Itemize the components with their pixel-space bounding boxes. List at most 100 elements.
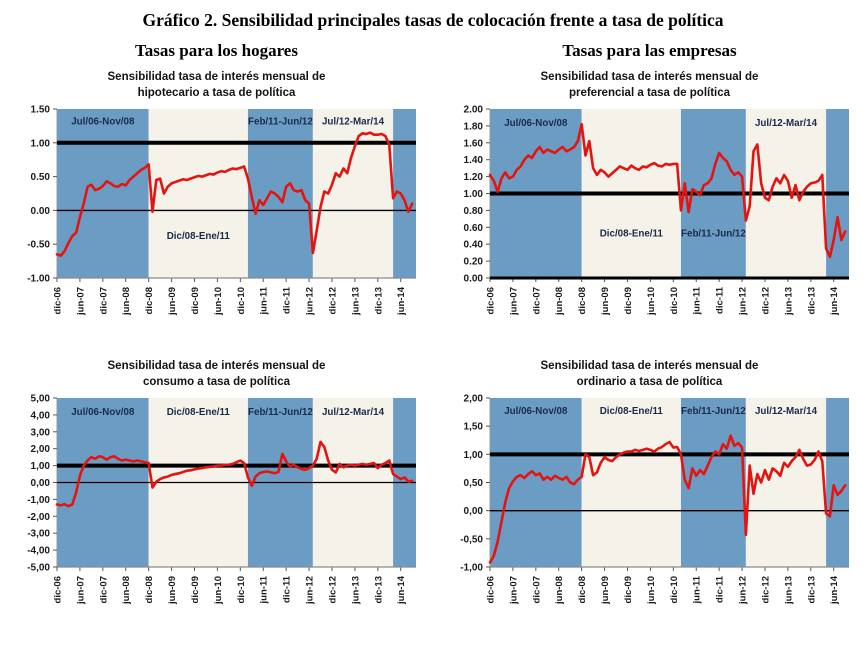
band-label: Jul/06-Nov/08 <box>71 117 135 128</box>
x-tick-label: dic-10 <box>235 576 246 603</box>
x-tick-label: dic-13 <box>373 576 384 603</box>
x-tick-label: dic-07 <box>98 287 109 314</box>
period-band-blue <box>825 398 849 568</box>
x-tick-label: jun-12 <box>304 287 315 316</box>
band-label: Feb/11-Jun/12 <box>681 406 746 417</box>
y-tick-label: -1.00 <box>27 274 50 285</box>
chart-svg-preferencial: 2.00 1.80 1.60 1.40 1.20 1.00 0.80 0.60 0.40 0.20… <box>463 105 849 316</box>
x-tick-label: jun-10 <box>212 576 223 605</box>
y-tick-label: 1.00 <box>463 189 483 200</box>
y-tick-label: 1.40 <box>463 155 483 166</box>
x-tick-label: dic-13 <box>373 287 384 314</box>
band-label: Dic/08-Ene/11 <box>599 229 663 240</box>
y-tick-label: -2,00 <box>27 512 50 523</box>
band-label: Jul/12-Mar/14 <box>754 118 817 129</box>
y-tick-label: 2,00 <box>30 445 50 456</box>
x-tick-label: jun-07 <box>508 287 519 316</box>
x-tick-label: dic-09 <box>622 287 633 314</box>
x-tick-label: dic-07 <box>531 287 542 314</box>
band-label: Jul/12-Mar/14 <box>321 117 384 128</box>
x-tick-label: dic-07 <box>98 576 109 603</box>
x-tick-label: dic-06 <box>485 287 496 314</box>
band-label: Jul/06-Nov/08 <box>71 407 135 418</box>
band-label: Jul/06-Nov/08 <box>504 118 568 129</box>
chart-plot-consumo: 5,00 4,00 3,00 2,00 1,00 0,00 -1,00 -2,00 -3,00 -… <box>11 391 423 631</box>
band-label: Dic/08-Ene/11 <box>166 231 230 242</box>
x-tick-label: jun-08 <box>121 287 132 316</box>
x-tick-label: dic-10 <box>235 287 246 314</box>
period-band-blue <box>56 109 149 279</box>
sensitivity-line <box>488 434 846 565</box>
x-tick-label: jun-12 <box>737 287 748 316</box>
band-label: Dic/08-Ene/11 <box>599 406 663 417</box>
x-tick-label: dic-11 <box>714 576 725 604</box>
x-tick-label: dic-11 <box>281 286 292 314</box>
y-tick-label: 0,00 <box>30 478 50 489</box>
x-tick-label: dic-09 <box>189 287 200 314</box>
band-label: Feb/11-Jun/12 <box>248 117 313 128</box>
chart-hipotecario: Sensibilidad tasa de interés mensual de … <box>0 69 433 342</box>
x-tick-label: dic-08 <box>144 576 155 603</box>
x-tick-label: jun-14 <box>396 286 407 316</box>
chart-preferencial: Sensibilidad tasa de interés mensual de … <box>433 69 866 342</box>
chart-plot-ordinario: 2,00 1,50 1,00 0,50 0,00 -0,50 -1,00 dic-06 jun-… <box>444 391 856 631</box>
x-tick-label: jun-11 <box>258 286 269 315</box>
x-tick-label: jun-08 <box>554 576 565 605</box>
chart-svg-consumo: 5,00 4,00 3,00 2,00 1,00 0,00 -1,00 -2,00 -3,00 -… <box>27 394 416 606</box>
y-tick-label: 4,00 <box>30 411 50 422</box>
y-tick-label: -4,00 <box>27 546 50 557</box>
y-tick-label: -3,00 <box>27 529 50 540</box>
period-band-ivory <box>581 398 681 568</box>
y-tick-label: -1,00 <box>27 495 50 506</box>
x-tick-label: dic-11 <box>281 576 292 604</box>
y-tick-label: 5,00 <box>30 394 50 405</box>
x-tick-label: jun-11 <box>691 286 702 315</box>
y-tick-label: 3,00 <box>30 428 50 439</box>
y-tick-label: 0.50 <box>30 172 50 183</box>
chart-ordinario: Sensibilidad tasa de interés mensual de … <box>433 358 866 631</box>
y-tick-label: 0,00 <box>463 507 483 518</box>
y-tick-label: 1.00 <box>30 138 50 149</box>
sensitivity-line <box>55 131 413 258</box>
y-tick-label: -0,50 <box>460 535 483 546</box>
x-tick-label: jun-11 <box>691 576 702 605</box>
chart-plot-preferencial: 2.00 1.80 1.60 1.40 1.20 1.00 0.80 0.60 0.40 0.20… <box>444 102 856 342</box>
band-label: Jul/06-Nov/08 <box>504 406 568 417</box>
chart-title-preferencial: Sensibilidad tasa de interés mensual de … <box>540 71 759 100</box>
sensitivity-line <box>488 123 846 259</box>
x-tick-label: dic-09 <box>189 576 200 603</box>
y-tick-label: -1,00 <box>460 563 483 574</box>
x-tick-label: jun-13 <box>350 287 361 316</box>
x-tick-label: jun-14 <box>396 576 407 606</box>
y-tick-label: 0.00 <box>463 274 483 285</box>
y-tick-label: 1.60 <box>463 138 483 149</box>
y-tick-label: 1.20 <box>463 172 483 183</box>
x-tick-label: dic-12 <box>760 287 771 314</box>
band-label: Feb/11-Jun/12 <box>248 407 313 418</box>
page-title: Gráfico 2. Sensibilidad principales tasa… <box>142 10 724 30</box>
y-tick-label: 0.20 <box>463 257 483 268</box>
x-tick-label: dic-08 <box>577 287 588 314</box>
x-tick-label: jun-10 <box>645 287 656 316</box>
y-tick-label: 0.60 <box>463 223 483 234</box>
y-tick-label: 1.50 <box>30 105 50 116</box>
y-tick-label: 1,50 <box>463 422 483 433</box>
x-tick-label: dic-07 <box>531 576 542 603</box>
x-tick-label: dic-12 <box>327 576 338 603</box>
x-tick-label: dic-10 <box>668 287 679 314</box>
y-tick-label: 2.00 <box>463 105 483 116</box>
x-tick-label: jun-14 <box>829 286 840 316</box>
period-band-blue <box>680 398 746 568</box>
band-label: Dic/08-Ene/11 <box>166 407 230 418</box>
x-tick-label: jun-09 <box>600 287 611 316</box>
x-tick-label: jun-10 <box>212 287 223 316</box>
sensitivity-line <box>55 441 413 508</box>
x-tick-label: jun-09 <box>167 287 178 316</box>
band-label: Jul/12-Mar/14 <box>321 407 384 418</box>
x-tick-label: jun-08 <box>554 287 565 316</box>
x-tick-label: jun-10 <box>645 576 656 605</box>
band-label: Jul/12-Mar/14 <box>754 406 817 417</box>
x-tick-label: dic-12 <box>760 576 771 603</box>
